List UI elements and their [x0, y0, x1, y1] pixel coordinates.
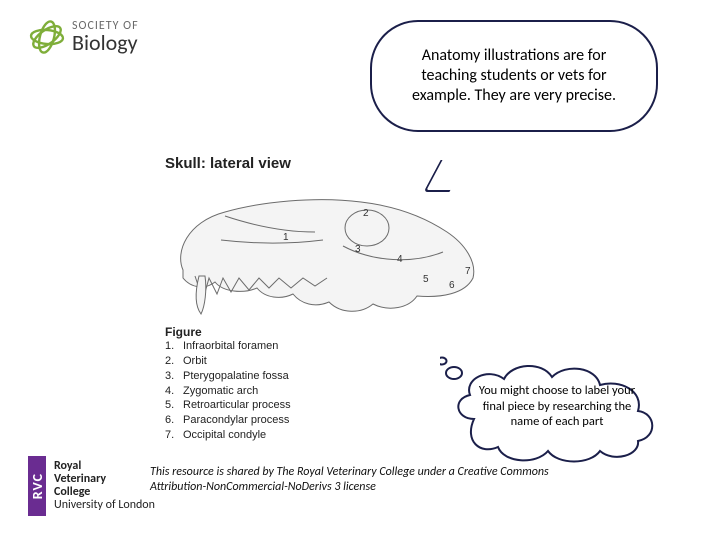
legend-row: 5.Retroarticular process [165, 398, 291, 413]
thought-text: You might choose to label your final pie… [472, 383, 642, 430]
skull-label-1: 1 [283, 232, 289, 243]
rvc-text: Royal Veterinary College University of L… [54, 460, 155, 513]
skull-label-7: 7 [465, 266, 471, 277]
legend-row: 7.Occipital condyle [165, 428, 291, 443]
legend-heading: Figure [165, 325, 291, 339]
thought-bubble: You might choose to label your final pie… [440, 355, 670, 465]
legend-row: 6.Paracondylar process [165, 413, 291, 428]
skull-label-5: 5 [423, 274, 429, 285]
speech-bubble: Anatomy illustrations are for teaching s… [370, 20, 658, 144]
legend-row: 2.Orbit [165, 354, 291, 369]
legend-row: 3.Pterygopalatine fossa [165, 369, 291, 384]
rvc-bar-icon: RVC [28, 456, 46, 516]
legend-items: 1.Infraorbital foramen 2.Orbit 3.Pterygo… [165, 339, 291, 443]
license-text: This resource is shared by The Royal Vet… [150, 465, 570, 496]
sob-main: Biology [72, 32, 139, 54]
legend-row: 4.Zygomatic arch [165, 384, 291, 399]
skull-label-2: 2 [363, 208, 369, 219]
sob-logo-icon [28, 18, 66, 56]
skull-illustration: 1 2 3 4 5 6 7 [165, 182, 505, 317]
rvc-logo: RVC Royal Veterinary College University … [28, 456, 155, 516]
sob-logo-text: SOCIETY OF Biology [72, 20, 139, 54]
legend-row: 1.Infraorbital foramen [165, 339, 291, 354]
skull-label-6: 6 [449, 280, 455, 291]
society-of-biology-logo: SOCIETY OF Biology [28, 18, 139, 56]
skull-label-4: 4 [397, 254, 403, 265]
skull-label-3: 3 [355, 244, 361, 255]
speech-text: Anatomy illustrations are for teaching s… [370, 20, 658, 132]
slide: SOCIETY OF Biology Anatomy illustrations… [0, 0, 720, 540]
figure-title: Skull: lateral view [165, 155, 505, 172]
